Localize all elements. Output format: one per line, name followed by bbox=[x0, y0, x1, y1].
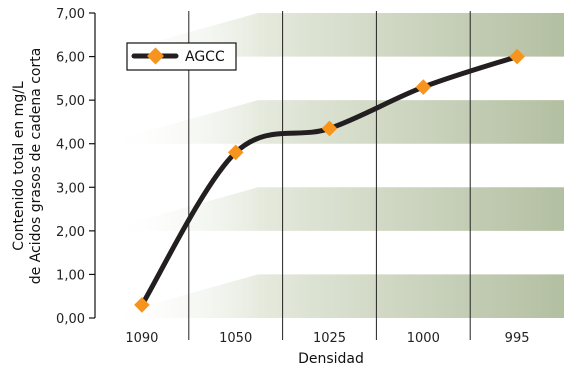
band-1 bbox=[105, 187, 564, 231]
x-tick-label: 995 bbox=[505, 331, 530, 346]
y-tick-label: 5,00 bbox=[56, 94, 85, 109]
y-axis-title-line-1: Contenido total en mg/L bbox=[11, 81, 27, 251]
data-point-0 bbox=[134, 297, 150, 313]
legend: AGCC bbox=[126, 42, 237, 71]
legend-label: AGCC bbox=[185, 49, 225, 65]
y-tick-label: 1,00 bbox=[56, 268, 85, 283]
series-line-0 bbox=[139, 54, 520, 308]
axes-layer: 0,00 1,00 2,00 3,00 4,00 5,00 6,00 7,00 1090 1050… bbox=[56, 7, 529, 346]
y-axis-title: Contenido total en mg/L de Acidos grasos… bbox=[11, 48, 44, 285]
x-tick-label: 1025 bbox=[313, 331, 346, 346]
data-point-1 bbox=[227, 144, 244, 161]
y-tick-label: 3,00 bbox=[56, 181, 85, 196]
series-layer bbox=[134, 48, 525, 313]
y-tick-label: 0,00 bbox=[56, 312, 85, 327]
y-tick-label: 7,00 bbox=[56, 7, 85, 22]
data-point-3 bbox=[415, 79, 432, 95]
x-tick-label: 1090 bbox=[125, 331, 158, 346]
y-tick-label: 6,00 bbox=[56, 51, 85, 66]
x-axis-title: Densidad bbox=[298, 351, 364, 367]
band-2 bbox=[105, 100, 564, 144]
y-tick-label: 4,00 bbox=[56, 138, 85, 153]
x-tick-label: 1000 bbox=[407, 331, 440, 346]
y-tick-label: 2,00 bbox=[56, 225, 85, 240]
x-tick-label: 1050 bbox=[219, 331, 252, 346]
band-0 bbox=[105, 274, 564, 318]
data-point-4 bbox=[509, 48, 525, 65]
data-point-2 bbox=[321, 120, 338, 137]
y-axis-title-line-2: de Acidos grasos de cadena corta bbox=[28, 48, 44, 285]
